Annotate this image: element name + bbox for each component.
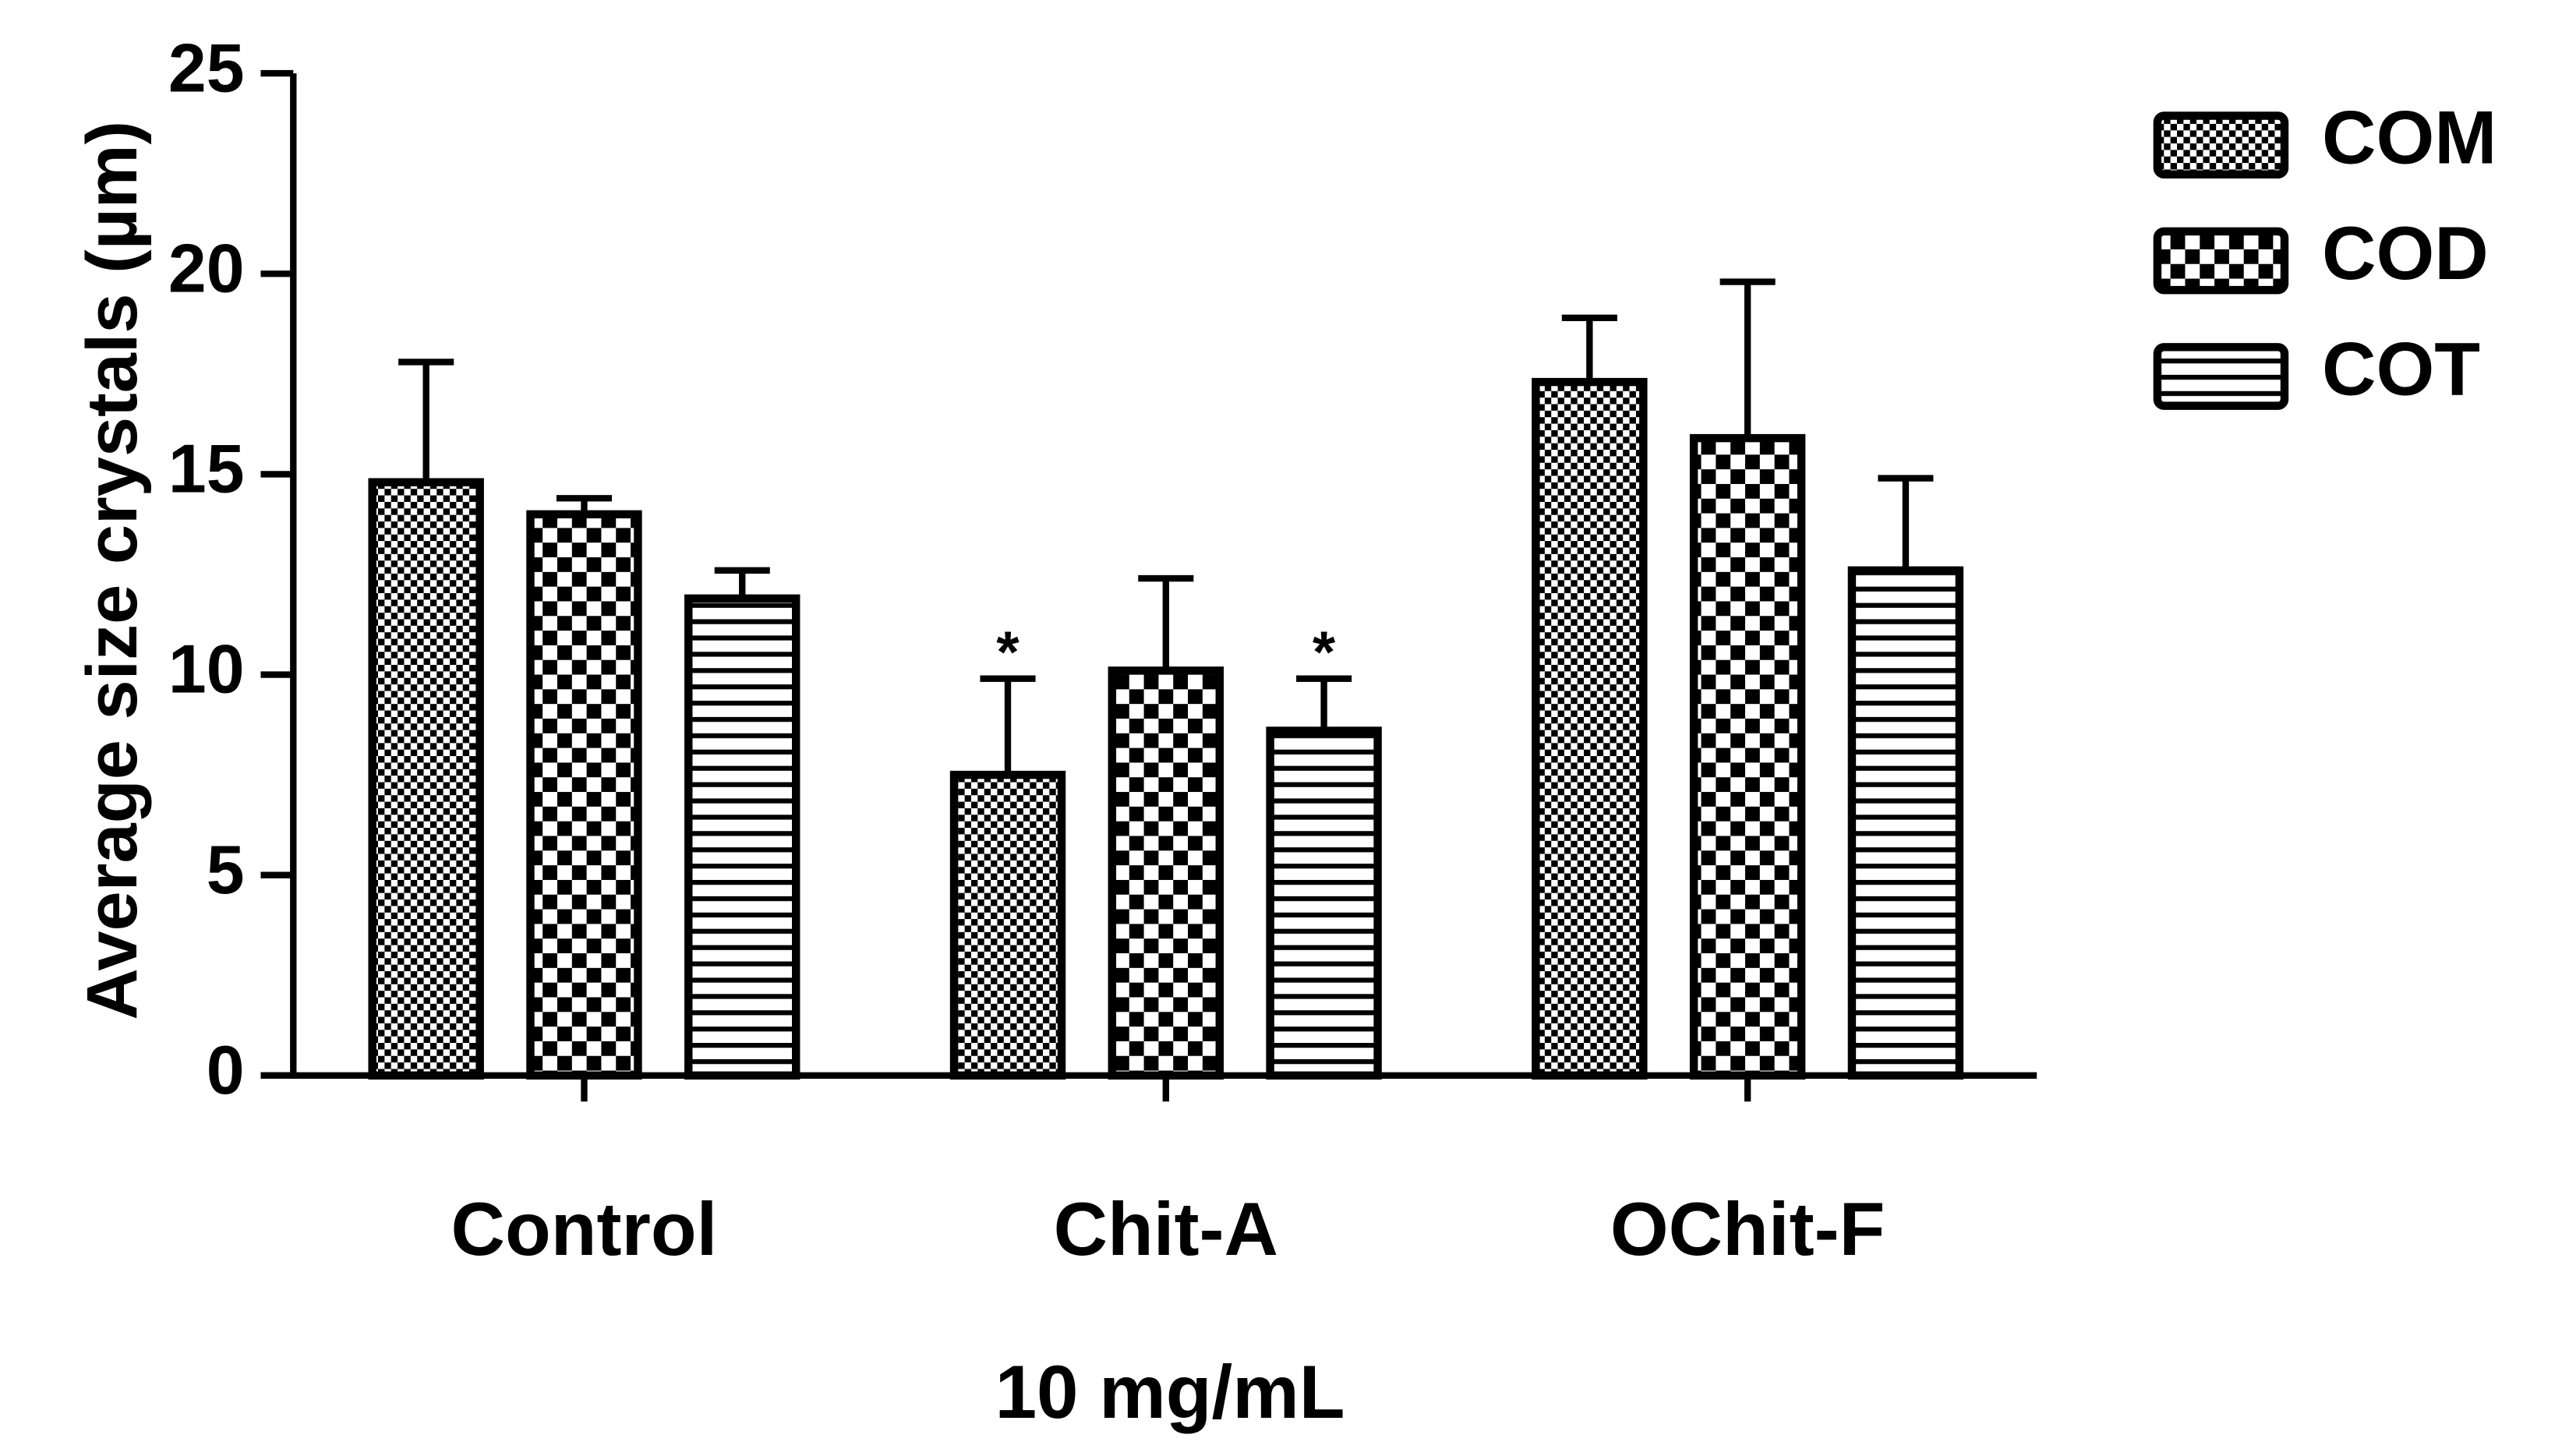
annotation: * [996,619,1020,684]
y-tick-label: 25 [168,30,245,106]
y-tick-label: 20 [168,230,245,306]
bar [526,510,642,1080]
y-tick-label: 5 [207,832,245,908]
legend-label: COT [2322,327,2480,411]
bar [949,770,1066,1080]
legend-swatch [2153,111,2289,178]
bar [1847,566,1964,1080]
legend-label: COD [2322,212,2489,295]
legend-swatch [2153,343,2289,410]
y-axis-label: Average size crystals (µm) [72,121,152,1020]
y-tick-label: 0 [207,1032,245,1108]
bar [1266,726,1382,1080]
bar [368,478,484,1080]
x-tick-label: Control [451,1188,718,1271]
legend-swatch [2153,227,2289,295]
legend-label: COM [2322,96,2497,179]
bar [1532,377,1648,1080]
bar [1689,433,1806,1080]
x-tick-label: Chit-A [1054,1188,1278,1271]
x-tick-label: OChit-F [1610,1188,1885,1271]
annotation: * [1313,619,1336,684]
x-axis-label: 10 mg/mL [995,1351,1345,1434]
y-tick-label: 15 [168,431,245,507]
bar [1108,666,1224,1080]
bar [684,594,800,1080]
y-tick-label: 10 [168,631,245,708]
